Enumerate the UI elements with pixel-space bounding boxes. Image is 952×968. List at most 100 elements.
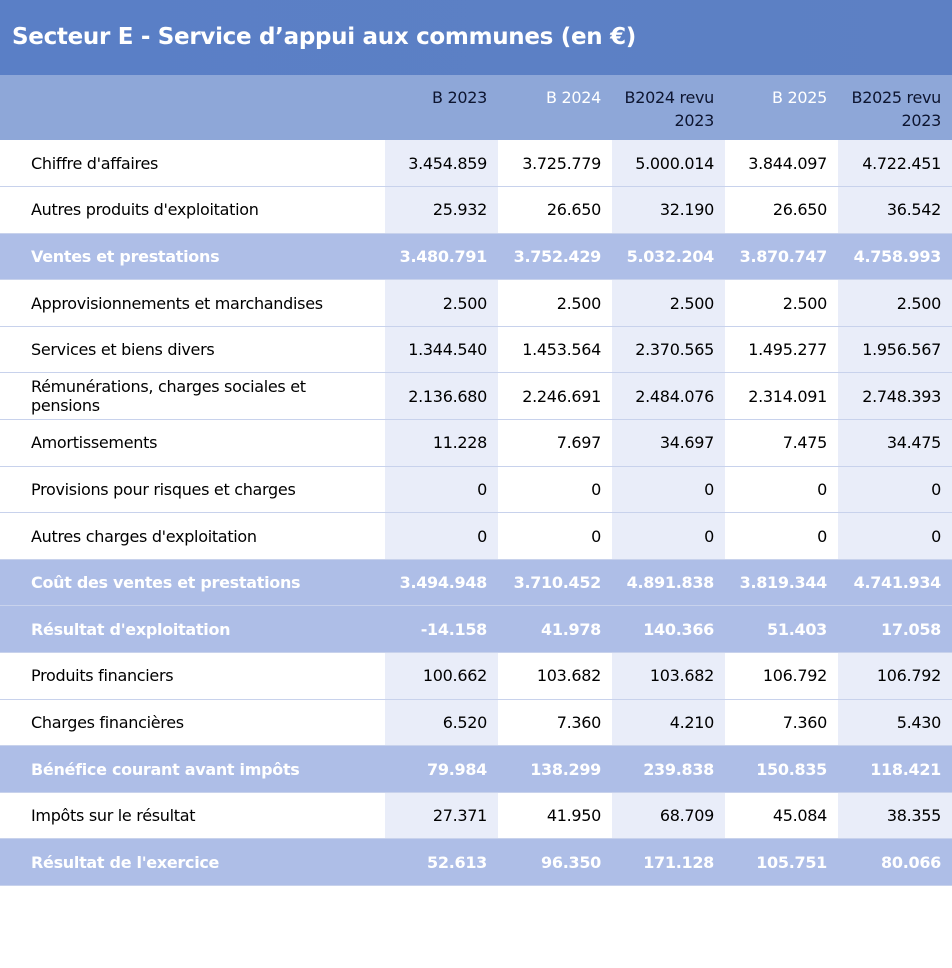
cell-value: 96.350 <box>541 852 601 872</box>
cell-value: 1.344.540 <box>385 326 498 373</box>
cell-value: 3.725.779 <box>522 153 601 173</box>
cell-value: 0 <box>591 479 601 499</box>
column-header: B 2025 <box>772 88 827 107</box>
cell-value: 3.454.859 <box>385 140 498 187</box>
cell-value: 3.819.344 <box>739 573 828 593</box>
cell-value: 171.128 <box>643 852 714 872</box>
row-label: Résultat d'exploitation <box>31 619 231 639</box>
row-label: Chiffre d'affaires <box>31 153 159 173</box>
cell-value: 140.366 <box>643 619 714 639</box>
cell-value: 26.650 <box>772 200 827 220</box>
row-label: Services et biens divers <box>31 340 215 360</box>
cell-value: 68.709 <box>612 792 725 839</box>
table-header: B 2023 B 2024 B2024 revu 2023 B 2025 B2025 r… <box>0 75 952 140</box>
cell-value: 3.710.452 <box>513 573 602 593</box>
column-header: B2025 revu 2023 <box>851 88 942 130</box>
cell-value: 3.870.747 <box>739 246 828 266</box>
data-row: Provisions pour risques et charges 0 0 0 0 0 <box>0 466 952 513</box>
row-label: Coût des ventes et prestations <box>31 573 301 593</box>
data-row: Approvisionnements et marchandises 2.500 2… <box>0 279 952 327</box>
cell-value: 5.032.204 <box>626 246 715 266</box>
column-header: B 2023 <box>432 88 487 107</box>
row-label: Produits financiers <box>31 666 174 686</box>
cell-value: 2.136.680 <box>385 372 498 420</box>
total-row: Résultat de l'exercice 52.613 96.350 171.12… <box>0 838 952 886</box>
cell-value: 138.299 <box>530 759 601 779</box>
row-label: Ventes et prestations <box>31 246 220 266</box>
cell-value: 3.844.097 <box>748 153 827 173</box>
data-row: Impôts sur le résultat 27.371 41.950 68.709… <box>0 792 952 839</box>
table-body: Chiffre d'affaires 3.454.859 3.725.779 5.00… <box>0 140 952 886</box>
cell-value: 7.360 <box>556 712 602 732</box>
cell-value: 0 <box>838 466 952 513</box>
cell-value: 0 <box>385 512 498 560</box>
cell-value: 41.950 <box>546 806 601 826</box>
cell-value: 5.430 <box>838 699 952 746</box>
cell-value: 103.682 <box>612 652 725 700</box>
cell-value: 4.722.451 <box>838 140 952 187</box>
row-label: Autres produits d'exploitation <box>31 200 259 220</box>
cell-value: 0 <box>817 479 827 499</box>
cell-value: 0 <box>817 526 827 546</box>
cell-value: 2.748.393 <box>838 372 952 420</box>
cell-value: 106.792 <box>762 666 827 686</box>
cell-value: 36.542 <box>838 186 952 234</box>
data-row: Chiffre d'affaires 3.454.859 3.725.779 5.00… <box>0 140 952 187</box>
cell-value: 4.758.993 <box>853 246 942 266</box>
cell-value: 3.752.429 <box>513 246 602 266</box>
total-row: Résultat d'exploitation -14.158 41.978 140.… <box>0 605 952 653</box>
data-row: Produits financiers 100.662 103.682 103.682… <box>0 652 952 700</box>
cell-value: 2.500 <box>385 279 498 327</box>
cell-value: 11.228 <box>385 419 498 467</box>
header-corner <box>0 75 385 140</box>
row-label: Autres charges d'exploitation <box>31 526 257 546</box>
cell-value: 4.891.838 <box>626 573 715 593</box>
cell-value: 7.360 <box>782 712 828 732</box>
row-label: Approvisionnements et marchandises <box>31 293 323 313</box>
cell-value: 5.000.014 <box>612 140 725 187</box>
cell-value: 6.520 <box>385 699 498 746</box>
cell-value: 26.650 <box>546 200 601 220</box>
cell-value: 34.697 <box>612 419 725 467</box>
data-row: Autres charges d'exploitation 0 0 0 0 0 <box>0 512 952 560</box>
cell-value: 2.500 <box>612 279 725 327</box>
column-header: B 2024 <box>546 88 601 107</box>
cell-value: 239.838 <box>643 759 714 779</box>
cell-value: 0 <box>385 466 498 513</box>
cell-value: 52.613 <box>427 852 487 872</box>
cell-value: 1.495.277 <box>748 340 827 360</box>
cell-value: 2.500 <box>556 293 602 313</box>
cell-value: 7.475 <box>782 433 828 453</box>
cell-value: 0 <box>612 512 725 560</box>
data-row: Charges financières 6.520 7.360 4.210 7.360 5… <box>0 699 952 746</box>
cell-value: 2.370.565 <box>612 326 725 373</box>
cell-value: 2.484.076 <box>612 372 725 420</box>
row-label: Résultat de l'exercice <box>31 852 220 872</box>
cell-value: 3.480.791 <box>399 246 488 266</box>
cell-value: 2.500 <box>782 293 828 313</box>
cell-value: 0 <box>838 512 952 560</box>
cell-value: 100.662 <box>385 652 498 700</box>
data-row: Autres produits d'exploitation 25.932 26.6… <box>0 186 952 234</box>
cell-value: 150.835 <box>756 759 827 779</box>
row-label: Bénéfice courant avant impôts <box>31 759 300 779</box>
row-label: Charges financières <box>31 712 184 732</box>
data-row: Rémunérations, charges sociales et pensi… <box>0 372 952 420</box>
cell-value: 79.984 <box>427 759 487 779</box>
cell-value: 34.475 <box>838 419 952 467</box>
row-label: Impôts sur le résultat <box>31 806 196 826</box>
cell-value: 0 <box>591 526 601 546</box>
cell-value: 45.084 <box>772 806 827 826</box>
column-header: B2024 revu 2023 <box>624 88 715 130</box>
total-row: Ventes et prestations 3.480.791 3.752.429 5… <box>0 233 952 280</box>
cell-value: 7.697 <box>556 433 602 453</box>
cell-value: 25.932 <box>385 186 498 234</box>
cell-value: 3.494.948 <box>399 573 488 593</box>
total-row: Bénéfice courant avant impôts 79.984 138.2… <box>0 745 952 793</box>
cell-value: 2.246.691 <box>522 386 601 406</box>
cell-value: 80.066 <box>881 852 941 872</box>
cell-value: 4.210 <box>612 699 725 746</box>
financial-table: B 2023 B 2024 B2024 revu 2023 B 2025 B2025 r… <box>0 75 952 886</box>
row-label: Amortissements <box>31 433 158 453</box>
